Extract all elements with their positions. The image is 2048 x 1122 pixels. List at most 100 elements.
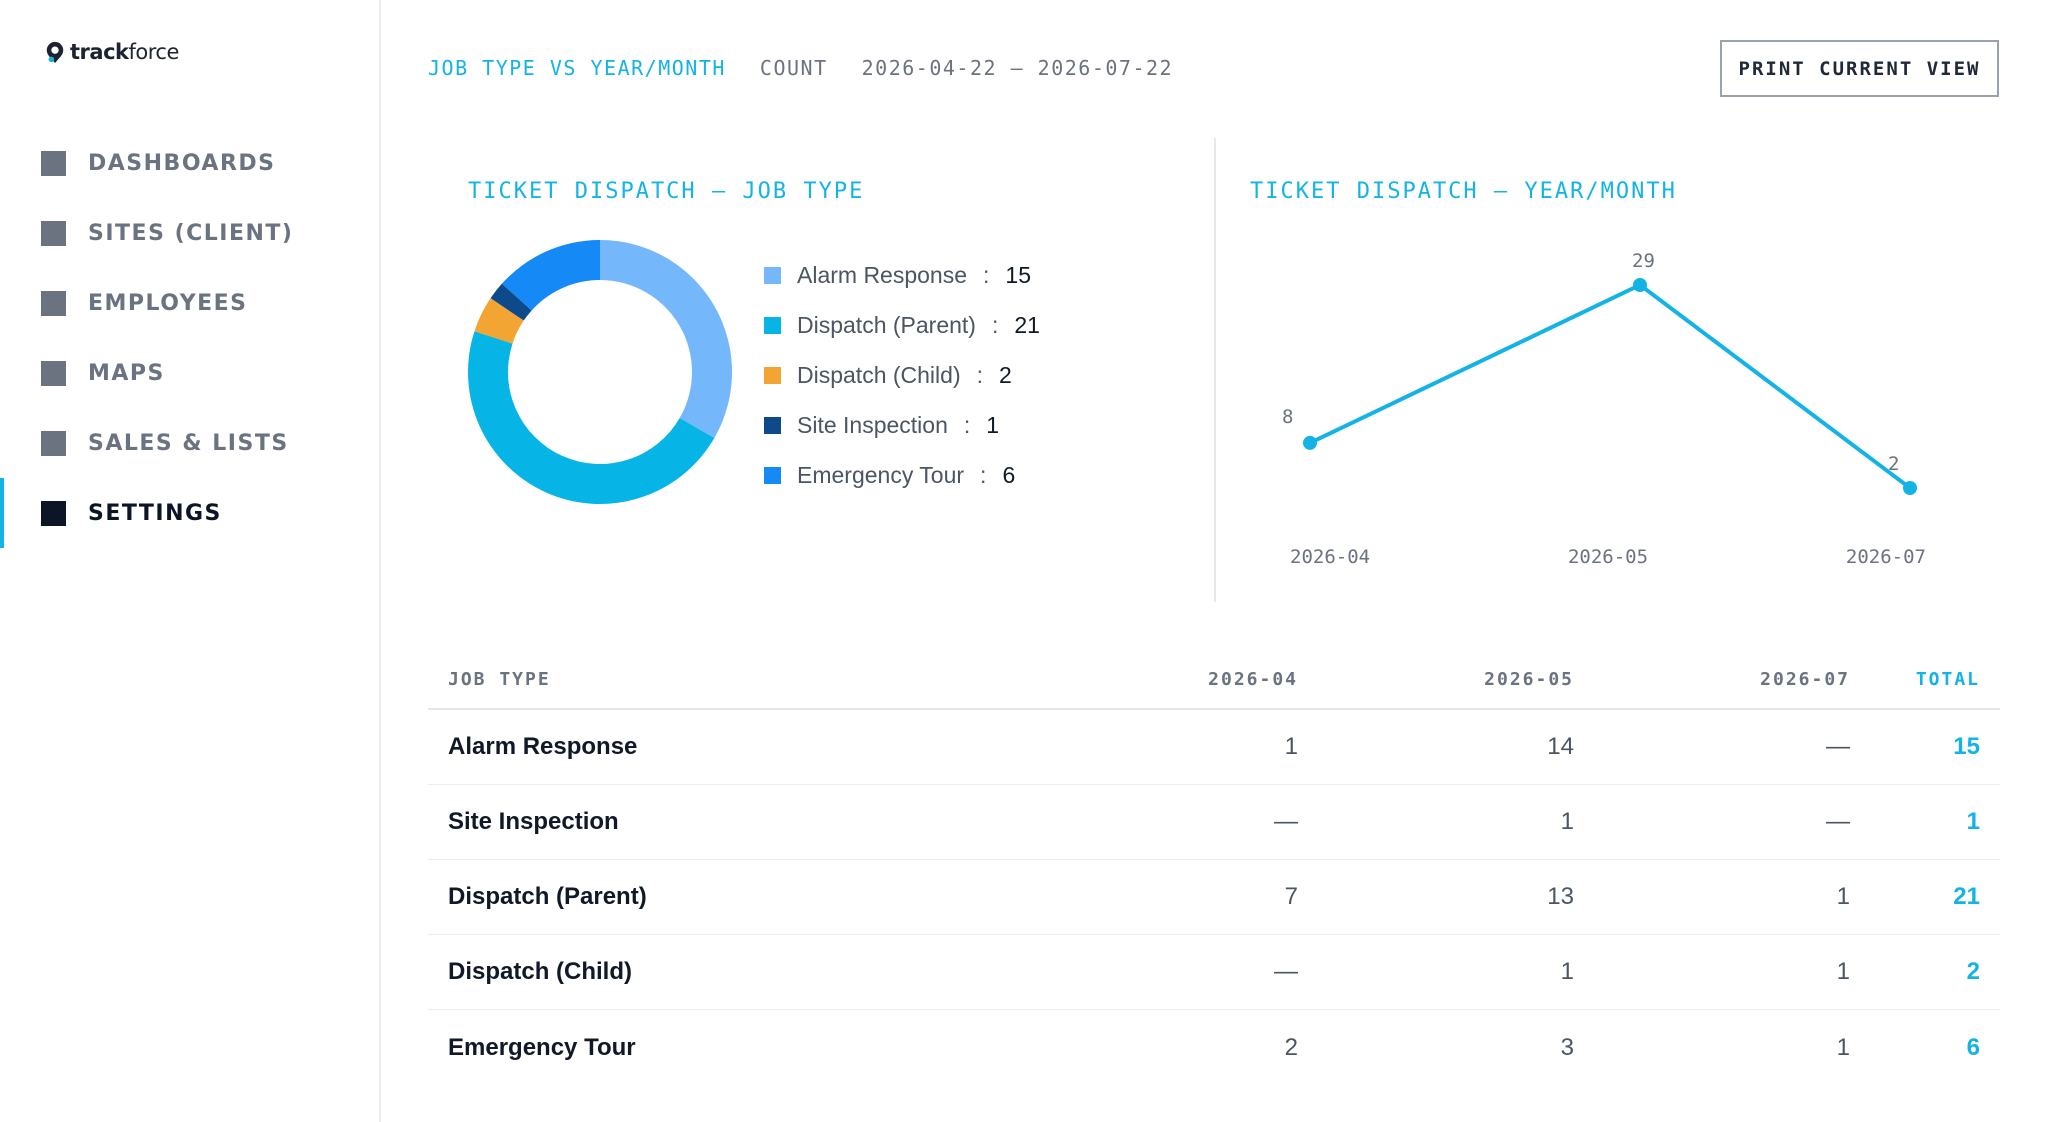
- job-type-donut-chart: [467, 240, 732, 505]
- sidebar-nav: DASHBOARDS SITES (CLIENT) EMPLOYEES MAPS…: [0, 128, 379, 548]
- data-label: 29: [1632, 250, 1655, 272]
- total-cell: 2: [1966, 958, 1980, 985]
- legend-value: 1: [986, 411, 1000, 438]
- count-cell: —: [1826, 733, 1850, 760]
- count-cell: 7: [1284, 883, 1298, 910]
- column-header-2026-05[interactable]: 2026-05: [1484, 668, 1574, 690]
- year-month-line-chart: 8 2026-04 29 2026-05 2 2026-07: [1282, 250, 1926, 568]
- donut-legend: Alarm Response : 15 Dispatch (Parent) : …: [764, 250, 1040, 500]
- donut-slice-emergency-tour[interactable]: [501, 240, 600, 311]
- sidebar: trackforce DASHBOARDS SITES (CLIENT) EMP…: [0, 0, 381, 1122]
- maps-icon: [41, 360, 66, 386]
- data-point[interactable]: [1903, 481, 1917, 495]
- legend-label: Dispatch (Parent): [797, 311, 976, 338]
- employees-icon: [41, 290, 66, 316]
- legend-value: 6: [1002, 461, 1016, 488]
- sidebar-item-label: SALES & LISTS: [88, 430, 289, 456]
- count-cell: 13: [1547, 883, 1574, 910]
- count-cell: 1: [1560, 958, 1574, 985]
- legend-item: Site Inspection : 1: [764, 400, 1040, 450]
- sites-icon: [41, 220, 66, 246]
- line-panel-title: TICKET DISPATCH — YEAR/MONTH: [1250, 179, 1677, 204]
- legend-item: Dispatch (Child) : 2: [764, 350, 1040, 400]
- donut-slice-dispatch-parent[interactable]: [467, 331, 715, 505]
- data-point[interactable]: [1633, 278, 1647, 292]
- legend-value: 21: [1014, 311, 1040, 338]
- legend-item: Dispatch (Parent) : 21: [764, 300, 1040, 350]
- report-metric: COUNT: [759, 56, 828, 80]
- trackforce-logo[interactable]: trackforce: [44, 40, 179, 64]
- total-cell: 21: [1953, 883, 1980, 910]
- column-header-total[interactable]: TOTAL: [1915, 668, 1980, 690]
- sidebar-item-label: SITES (CLIENT): [88, 220, 294, 246]
- count-cell: 1: [1836, 883, 1850, 910]
- count-cell: 1: [1284, 733, 1298, 760]
- sidebar-item-employees[interactable]: EMPLOYEES: [0, 268, 379, 338]
- count-cell: 3: [1560, 1033, 1574, 1061]
- report-header: JOB TYPE VS YEAR/MONTH COUNT 2026-04-22 …: [428, 56, 1173, 80]
- legend-swatch: [764, 466, 781, 484]
- count-cell: 2: [1284, 1033, 1298, 1061]
- sidebar-item-label: DASHBOARDS: [88, 150, 276, 176]
- table-row[interactable]: Dispatch (Parent) 7 13 1 21: [428, 860, 2000, 935]
- data-label: 2: [1888, 453, 1899, 475]
- legend-value: 15: [1005, 261, 1032, 288]
- sidebar-item-sales-lists[interactable]: SALES & LISTS: [0, 408, 379, 478]
- total-cell: 15: [1953, 733, 1980, 760]
- count-cell: —: [1274, 808, 1298, 835]
- sidebar-item-settings[interactable]: SETTINGS: [0, 478, 379, 548]
- data-label: 8: [1282, 406, 1293, 428]
- sidebar-item-maps[interactable]: MAPS: [0, 338, 379, 408]
- dashboards-icon: [41, 150, 66, 176]
- data-point[interactable]: [1303, 435, 1317, 450]
- x-tick-label: 2026-07: [1846, 546, 1926, 568]
- trackforce-logo-icon: [46, 41, 64, 63]
- sidebar-item-label: SETTINGS: [88, 500, 222, 526]
- panel-divider: [1214, 138, 1216, 602]
- count-cell: 1: [1836, 1033, 1850, 1061]
- legend-swatch: [764, 366, 781, 384]
- legend-swatch: [764, 266, 781, 284]
- donut-slice-alarm-response[interactable]: [600, 240, 732, 438]
- settings-icon: [41, 500, 66, 526]
- job-type-cell: Dispatch (Parent): [448, 883, 647, 910]
- column-header-job-type[interactable]: JOB TYPE: [448, 668, 551, 690]
- total-cell: 1: [1966, 808, 1980, 835]
- count-cell: 14: [1547, 733, 1574, 760]
- print-current-view-button[interactable]: PRINT CURRENT VIEW: [1720, 40, 1999, 97]
- sidebar-item-label: EMPLOYEES: [88, 290, 248, 316]
- table-header: JOB TYPE 2026-04 2026-05 2026-07 TOTAL: [428, 650, 2000, 710]
- legend-label: Alarm Response: [797, 261, 968, 288]
- count-cell: 1: [1836, 958, 1850, 985]
- date-range[interactable]: 2026-04-22 — 2026-07-22: [861, 56, 1174, 80]
- total-cell: 6: [1966, 1033, 1980, 1061]
- sidebar-item-dashboards[interactable]: DASHBOARDS: [0, 128, 379, 198]
- x-tick-label: 2026-04: [1290, 546, 1370, 568]
- donut-slice-dispatch-child[interactable]: [474, 298, 524, 344]
- legend-item: Emergency Tour : 6: [764, 450, 1040, 500]
- legend-item: Alarm Response : 15: [764, 250, 1040, 300]
- legend-label: Site Inspection: [797, 411, 948, 438]
- legend-swatch: [764, 316, 781, 334]
- job-type-cell: Dispatch (Child): [448, 958, 632, 985]
- legend-label: Dispatch (Child): [797, 361, 961, 388]
- legend-value: 2: [999, 361, 1012, 388]
- x-tick-label: 2026-05: [1568, 546, 1648, 568]
- table-row[interactable]: Emergency Tour 2 3 1 6: [428, 1010, 2000, 1085]
- donut-slice-site-inspection[interactable]: [490, 283, 532, 321]
- column-header-2026-07[interactable]: 2026-07: [1760, 668, 1850, 690]
- report-title: JOB TYPE VS YEAR/MONTH: [428, 56, 726, 80]
- table-row[interactable]: Site Inspection — 1 — 1: [428, 785, 2000, 860]
- table-row[interactable]: Dispatch (Child) — 1 1 2: [428, 935, 2000, 1010]
- table-row[interactable]: Alarm Response 1 14 — 15: [428, 710, 2000, 785]
- job-type-table: JOB TYPE 2026-04 2026-05 2026-07 TOTAL A…: [428, 650, 2000, 1085]
- column-header-2026-04[interactable]: 2026-04: [1208, 668, 1298, 690]
- job-type-cell: Site Inspection: [448, 808, 619, 835]
- donut-panel-title: TICKET DISPATCH — JOB TYPE: [468, 179, 865, 204]
- sidebar-item-sites-client[interactable]: SITES (CLIENT): [0, 198, 379, 268]
- job-type-cell: Emergency Tour: [448, 1033, 636, 1061]
- count-cell: —: [1826, 808, 1850, 835]
- legend-label: Emergency Tour: [797, 461, 965, 488]
- sidebar-item-label: MAPS: [88, 360, 165, 386]
- count-cell: 1: [1560, 808, 1574, 835]
